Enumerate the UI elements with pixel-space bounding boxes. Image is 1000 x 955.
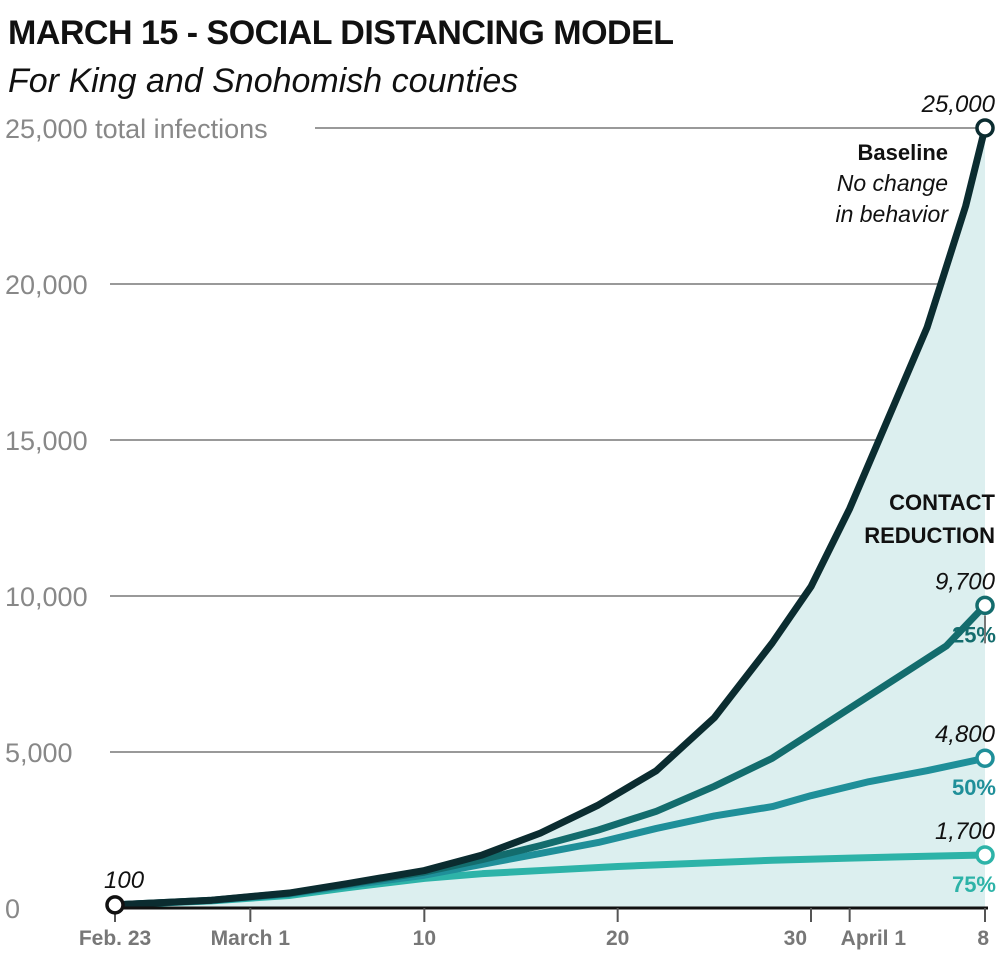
reduction-75-end-value: 1,700 xyxy=(935,818,996,845)
reduction-75-end-marker xyxy=(975,845,995,865)
y-tick-label: 5,000 xyxy=(5,738,73,768)
y-tick-label: 20,000 xyxy=(5,270,88,300)
baseline-area-fill xyxy=(115,128,985,908)
contact-reduction-label-line1: CONTACT xyxy=(889,490,995,515)
y-tick-label: 0 xyxy=(5,894,20,924)
series-lines xyxy=(111,124,989,909)
x-tick-label: 30 xyxy=(784,927,807,950)
reduction-50-end-value: 4,800 xyxy=(935,721,996,748)
y-tick-label: 25,000 total infections xyxy=(5,114,268,144)
y-axis-labels: 0 5,000 10,000 15,000 20,000 25,000 total inf… xyxy=(5,114,268,924)
baseline-end-marker xyxy=(975,118,995,138)
x-tick-label: 8 xyxy=(977,927,989,950)
baseline-note-line2: in behavior xyxy=(835,201,949,227)
chart-title: MARCH 15 - SOCIAL DISTANCING MODEL xyxy=(8,14,674,52)
baseline-note-line1: No change xyxy=(837,170,948,196)
x-tick-label: Feb. 23 xyxy=(79,927,151,950)
x-tick-label: 10 xyxy=(413,927,436,950)
baseline-line xyxy=(111,124,989,909)
x-tick-label: 20 xyxy=(606,927,629,950)
contact-reduction-label-line2: REDUCTION xyxy=(864,523,995,548)
x-tick-label: March 1 xyxy=(211,927,291,950)
series-markers xyxy=(105,118,995,915)
reduction-25-name-label: 25% xyxy=(952,622,996,647)
x-tick-label: April 1 xyxy=(841,927,907,950)
y-tick-label: 10,000 xyxy=(5,582,88,612)
reduction-25-end-marker xyxy=(975,595,995,616)
start-marker xyxy=(105,895,125,915)
baseline-end-value: 25,000 xyxy=(921,91,996,118)
x-axis-labels: Feb. 23 March 1 10 20 30 April 1 8 xyxy=(79,908,989,950)
baseline-label: Baseline xyxy=(858,140,949,165)
start-value-label: 100 xyxy=(104,867,145,894)
reduction-50-end-marker xyxy=(975,748,995,768)
chart-subtitle: For King and Snohomish counties xyxy=(8,62,519,100)
reduction-50-name-label: 50% xyxy=(952,775,996,800)
reduction-75-name-label: 75% xyxy=(952,872,996,897)
y-tick-label: 15,000 xyxy=(5,426,88,456)
reduction-25-end-value: 9,700 xyxy=(935,568,996,595)
series-labels: 25,000 9,700 25% 4,800 50% 1,700 75% xyxy=(921,91,996,897)
